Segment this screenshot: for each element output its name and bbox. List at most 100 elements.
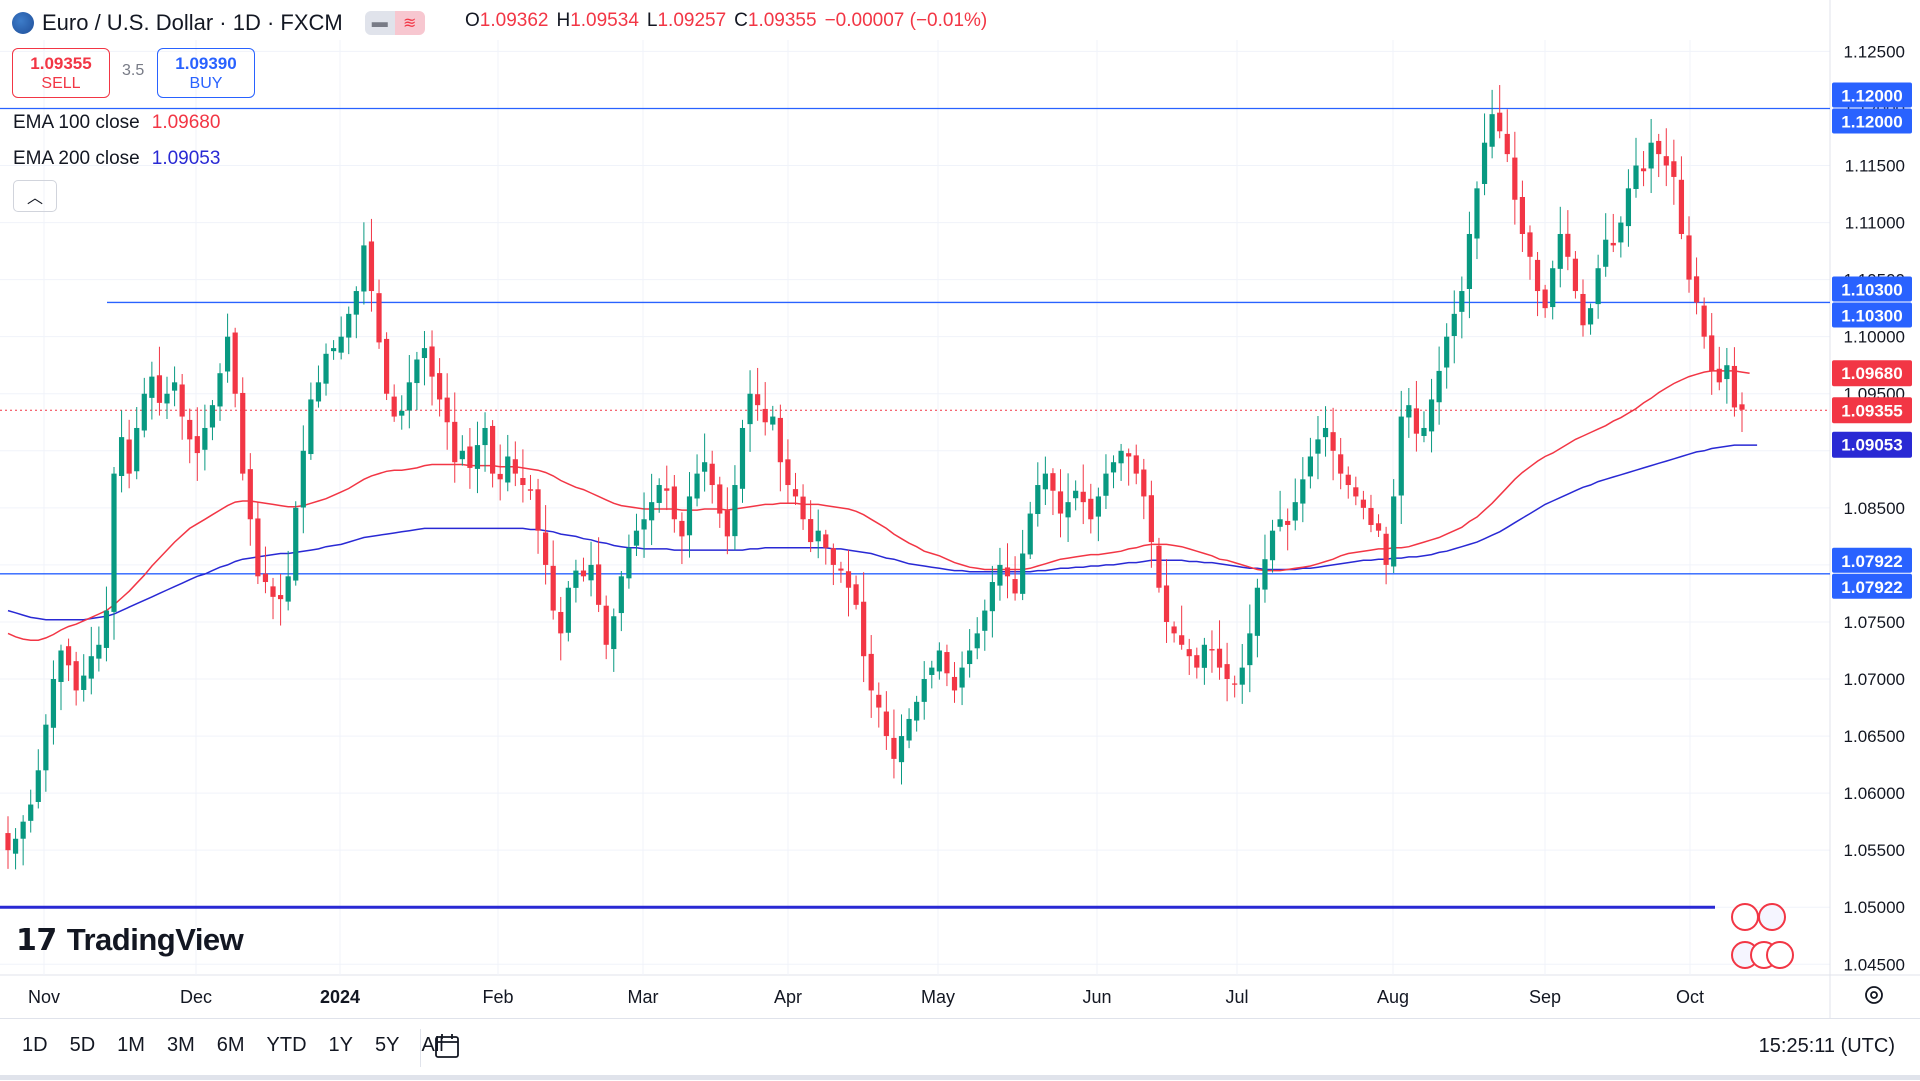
range-1y[interactable]: 1Y — [328, 1034, 354, 1056]
candle-body — [240, 392, 246, 474]
candle-body — [126, 439, 132, 474]
candle-body — [1504, 133, 1510, 155]
x-tick-label: Sep — [1529, 987, 1561, 1007]
low-key: L — [646, 10, 658, 31]
candle-body — [1398, 416, 1404, 496]
candle-body — [1027, 513, 1033, 555]
candle-body — [1716, 368, 1722, 383]
candle-body — [1580, 293, 1586, 326]
candle-body — [50, 679, 57, 728]
sell-button[interactable]: 1.09355 SELL — [12, 48, 110, 98]
ema200-value: 1.09053 — [151, 148, 221, 169]
candle-body — [1383, 533, 1389, 565]
candle-body — [997, 564, 1003, 586]
candle-body — [1648, 142, 1654, 169]
candle-body — [118, 437, 125, 477]
wave-icon: ≋ — [394, 11, 425, 35]
candle-body — [43, 724, 49, 771]
range-1m[interactable]: 1M — [117, 1034, 145, 1056]
candle-body — [1527, 232, 1533, 257]
price-chart[interactable]: 1.125001.120001.115001.110001.105001.100… — [0, 0, 1920, 1018]
settings-icon[interactable] — [1862, 983, 1886, 1007]
ohlc-readout: O1.09362 H1.09534 L1.09257 C1.09355 −0.0… — [465, 10, 987, 32]
candle-body — [414, 359, 420, 384]
x-tick-label: Feb — [482, 987, 513, 1007]
candle-body — [808, 519, 814, 543]
candle-body — [1618, 222, 1624, 243]
candle-body — [1292, 502, 1298, 521]
candle-body — [217, 373, 223, 407]
candle-body — [1353, 487, 1359, 497]
x-tick-label: Nov — [28, 987, 60, 1007]
candle-body — [437, 373, 443, 400]
market-status-toggle[interactable]: ▬ ≋ — [364, 11, 425, 35]
candle-body — [141, 393, 147, 431]
ema100-legend[interactable]: EMA 100 close 1.09680 — [13, 112, 220, 134]
candle-body — [58, 650, 64, 682]
change-value: −0.00007 (−0.01%) — [824, 10, 988, 31]
level-price-tag — [1832, 276, 1912, 302]
candle-body — [247, 469, 253, 520]
candle-body — [1497, 112, 1503, 132]
candle-body — [285, 576, 291, 602]
candle-body — [1519, 196, 1526, 234]
candle-body — [361, 245, 367, 292]
candle-body — [936, 650, 942, 672]
level-price-label: 1.07922 — [1841, 578, 1902, 597]
candle-body — [830, 548, 836, 565]
candle-body — [1345, 474, 1351, 486]
symbol-header[interactable]: Euro / U.S. Dollar · 1D · FXCM ▬ ≋ — [12, 8, 425, 38]
candle-body — [951, 676, 958, 691]
candle-body — [1663, 156, 1669, 166]
candle-body — [1565, 233, 1571, 257]
range-ytd[interactable]: YTD — [266, 1034, 307, 1056]
close-value: 1.09355 — [747, 10, 817, 31]
candle-body — [490, 425, 496, 474]
range-3m[interactable]: 3M — [166, 1034, 195, 1056]
candle-body — [512, 459, 518, 474]
candle-body — [338, 336, 344, 353]
range-5d[interactable]: 5D — [69, 1034, 96, 1056]
range-all[interactable]: All — [421, 1034, 444, 1056]
price-tag — [1832, 431, 1912, 458]
buy-price: 1.09390 — [175, 54, 237, 73]
candle-body — [755, 394, 761, 406]
candle-body — [421, 348, 428, 359]
range-1d[interactable]: 1D — [22, 1034, 48, 1056]
y-tick-label: 1.05000 — [1844, 898, 1905, 917]
eurusd-flag-icon — [12, 12, 34, 34]
candle-body — [5, 833, 11, 851]
candle-body — [709, 463, 715, 486]
candle-body — [1671, 161, 1677, 177]
ema100-label: EMA 100 close — [13, 112, 140, 133]
candle-body — [1277, 519, 1283, 527]
candle-body — [982, 610, 988, 631]
x-tick-label: Dec — [180, 987, 212, 1007]
candle-body — [914, 701, 920, 721]
symbol-title[interactable]: Euro / U.S. Dollar · 1D · FXCM — [42, 10, 343, 35]
logo-text: TradingView — [66, 922, 244, 957]
candle-body — [694, 473, 700, 499]
candle-body — [353, 291, 359, 315]
calendar-goto-icon[interactable] — [433, 1032, 461, 1060]
buy-button[interactable]: 1.09390 BUY — [157, 48, 255, 98]
candle-body — [1254, 587, 1260, 636]
utc-clock[interactable]: 15:25:11 (UTC) — [1758, 1035, 1895, 1057]
ema200-legend[interactable]: EMA 200 close 1.09053 — [13, 148, 220, 170]
candle-body — [739, 427, 746, 489]
y-tick-label: 1.04500 — [1844, 955, 1905, 974]
candle-body — [1088, 498, 1094, 520]
candle-body — [1201, 644, 1207, 668]
collapse-legend-button[interactable]: ︿ — [13, 180, 57, 212]
candle-body — [1179, 635, 1185, 645]
price-tag — [1832, 397, 1912, 424]
candle-body — [898, 736, 905, 763]
range-5y[interactable]: 5Y — [375, 1034, 400, 1056]
candle-body — [156, 375, 163, 403]
candle-body — [1421, 427, 1427, 436]
candle-body — [65, 646, 72, 666]
candle-body — [1739, 404, 1745, 410]
tv-logo-icon: 𝟭𝟳 — [16, 923, 57, 957]
candle-body — [1232, 683, 1238, 685]
range-6m[interactable]: 6M — [216, 1034, 245, 1056]
